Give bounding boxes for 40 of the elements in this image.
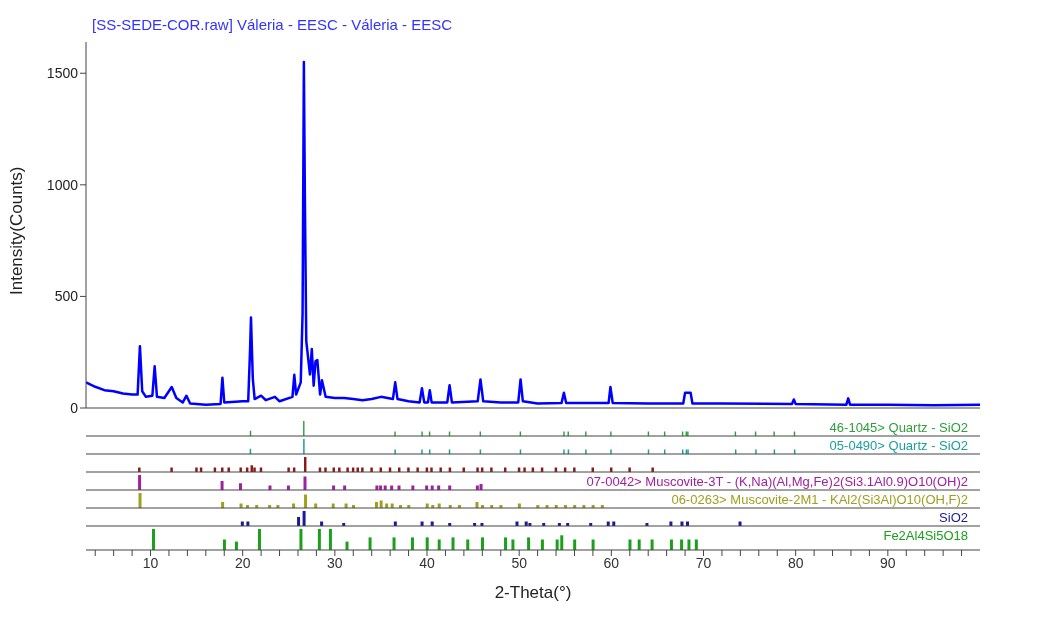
x-tick-label: 20 bbox=[234, 554, 251, 571]
y-tick-label: 0 bbox=[70, 399, 79, 416]
bar bbox=[392, 537, 396, 550]
x-tick-label: 10 bbox=[142, 554, 159, 571]
text: Fe2Al4Si5O18 bbox=[883, 528, 968, 544]
bar bbox=[481, 537, 485, 550]
bar bbox=[425, 537, 429, 550]
text: 46-1045> Quartz - SiO2 bbox=[829, 420, 968, 436]
x-tick-label: 30 bbox=[327, 554, 343, 571]
bar bbox=[138, 493, 142, 508]
bar bbox=[238, 483, 242, 490]
x-tick-label: 90 bbox=[880, 554, 896, 571]
y-tick-label: 500 bbox=[54, 288, 79, 305]
bar bbox=[328, 529, 332, 550]
bar bbox=[138, 475, 142, 490]
x-axis-title: 2-Theta(°) bbox=[494, 583, 572, 602]
bar bbox=[527, 537, 531, 550]
x-tick-label: 80 bbox=[787, 554, 804, 571]
text: 07-0042> Muscovite-3T - (K,Na)(Al,Mg,Fe)2(Si3.1Al0.9)O10(OH)2 bbox=[586, 474, 968, 490]
bar bbox=[317, 529, 321, 550]
x-tick-label: 60 bbox=[603, 554, 620, 571]
bar bbox=[299, 529, 303, 550]
x-tick-label: 70 bbox=[695, 554, 712, 571]
bar bbox=[302, 511, 306, 526]
y-axis-title: Intensity(Counts) bbox=[7, 166, 27, 295]
x-tick-label: 50 bbox=[511, 554, 528, 571]
x-tick-label: 40 bbox=[419, 554, 436, 571]
bar bbox=[410, 537, 414, 550]
y-tick-label: 1500 bbox=[46, 65, 79, 82]
bar bbox=[504, 537, 508, 550]
text: 06-0263> Muscovite-2M1 - KAl2(Si3Al)O10(OH,F)2 bbox=[671, 492, 968, 508]
chart-title: [SS-SEDE-COR.raw] Váleria - EESC - Váleria - EESC bbox=[92, 16, 453, 33]
text: 05-0490> Quartz - SiO2 bbox=[829, 438, 968, 454]
bar bbox=[560, 535, 564, 550]
bar bbox=[368, 537, 372, 550]
bar bbox=[151, 529, 155, 550]
y-tick-label: 1000 bbox=[46, 176, 79, 193]
bar bbox=[257, 529, 261, 550]
bar bbox=[451, 537, 455, 550]
text: SiO2 bbox=[939, 510, 968, 526]
